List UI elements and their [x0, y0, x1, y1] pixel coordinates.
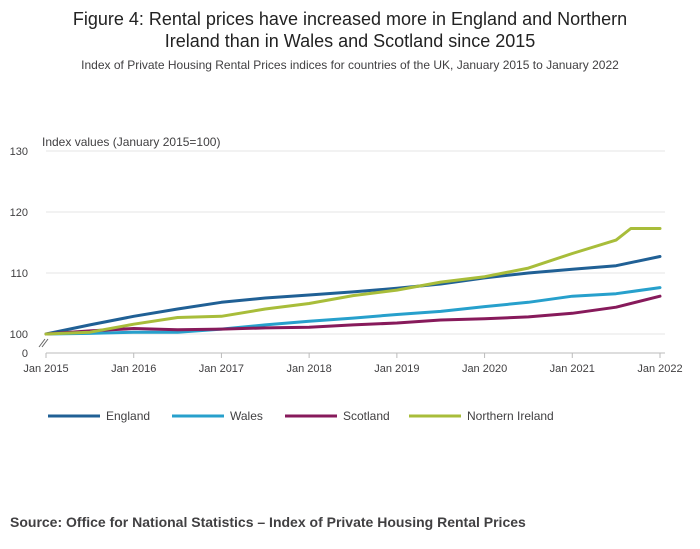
x-tick-label: Jan 2022 — [637, 363, 682, 375]
y-tick-label: 130 — [10, 146, 28, 158]
legend-label: Scotland — [343, 409, 390, 423]
y-tick-label: 110 — [10, 268, 28, 280]
axis-break-mark — [38, 338, 46, 348]
chart-subtitle: Index of Private Housing Rental Prices i… — [81, 58, 619, 72]
y-tick-label: 0 — [22, 348, 28, 360]
series-line-northern-ireland — [44, 227, 662, 336]
legend-label: England — [106, 409, 150, 423]
x-tick-label: Jan 2020 — [462, 363, 507, 375]
chart-title-line-1: Figure 4: Rental prices have increased m… — [72, 9, 628, 29]
x-tick-label: Jan 2021 — [550, 363, 595, 375]
x-tick-label: Jan 2016 — [111, 363, 156, 375]
x-tick-label: Jan 2018 — [287, 363, 332, 375]
series-line-england — [44, 255, 662, 336]
chart-title: Figure 4: Rental prices have increased m… — [0, 8, 700, 52]
y-tick-label: 120 — [10, 207, 28, 219]
axis-break-mark — [41, 338, 49, 348]
x-tick-label: Jan 2015 — [23, 363, 68, 375]
y-tick-label: 100 — [10, 329, 28, 341]
series-line-scotland — [44, 294, 662, 336]
legend-label: Wales — [230, 409, 263, 423]
legend-label: Northern Ireland — [467, 409, 554, 423]
x-tick-label: Jan 2017 — [199, 363, 244, 375]
x-tick-label: Jan 2019 — [374, 363, 419, 375]
source-note: Source: Office for National Statistics –… — [10, 514, 526, 530]
chart-title-line-2: Ireland than in Wales and Scotland since… — [164, 31, 536, 51]
series-line-wales — [44, 286, 662, 336]
y-axis-label: Index values (January 2015=100) — [42, 135, 220, 149]
